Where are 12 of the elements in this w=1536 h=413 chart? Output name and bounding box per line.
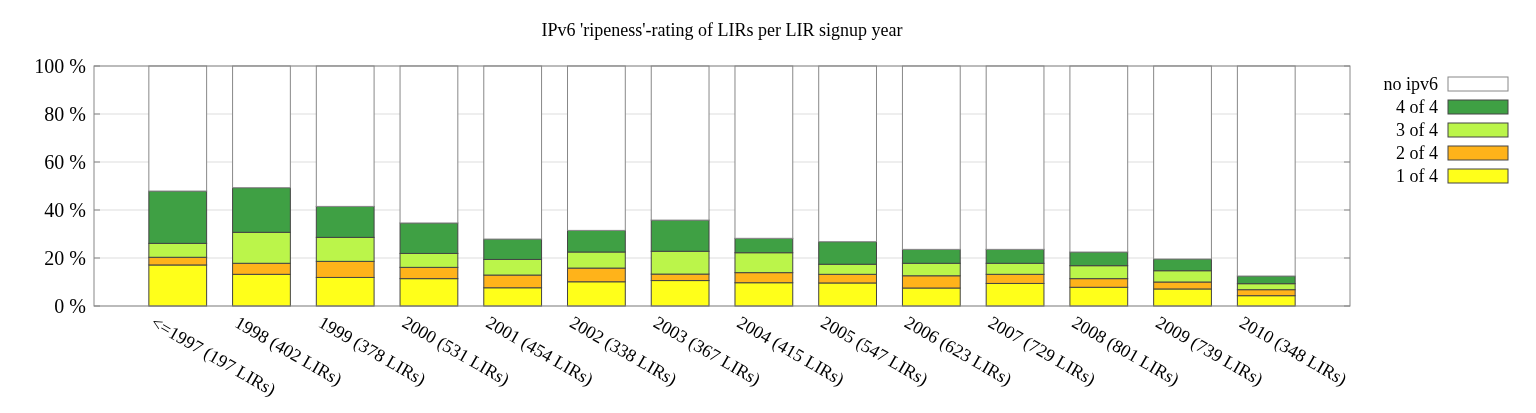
y-tick-label: 100 % — [34, 55, 86, 77]
y-tick-label: 40 % — [44, 199, 86, 221]
legend-label: 2 of 4 — [1396, 143, 1438, 164]
legend-label: no ipv6 — [1383, 74, 1438, 95]
y-tick-label: 80 % — [44, 103, 86, 125]
legend-label: 4 of 4 — [1396, 97, 1438, 118]
y-tick-label: 20 % — [44, 247, 86, 269]
y-tick-label: 0 % — [54, 295, 86, 317]
y-tick-label: 60 % — [44, 151, 86, 173]
chart-title: IPv6 'ripeness'-rating of LIRs per LIR signup year — [541, 20, 903, 40]
legend-label: 1 of 4 — [1396, 166, 1438, 187]
legend-label: 3 of 4 — [1396, 120, 1438, 141]
